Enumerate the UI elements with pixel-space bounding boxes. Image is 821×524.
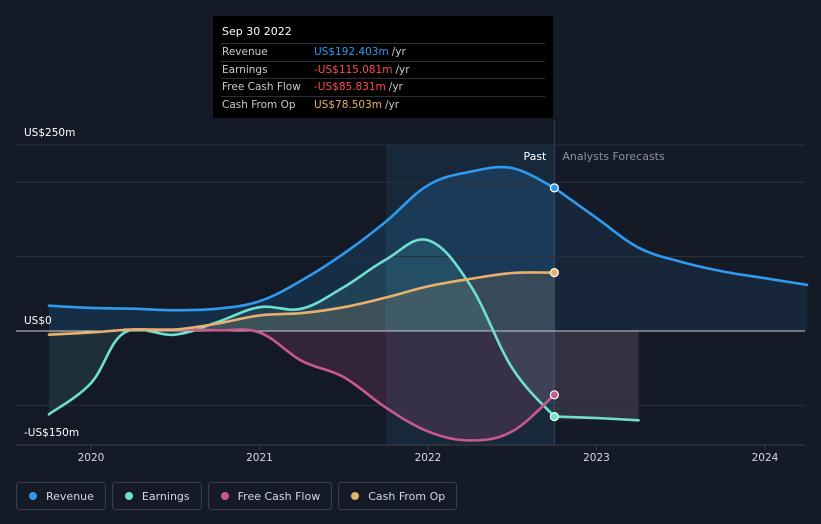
x-tick-label: 2023 [583, 452, 610, 464]
legend-label: Free Cash Flow [237, 489, 321, 503]
tooltip-label: Earnings [222, 63, 268, 76]
tooltip-unit: /yr [395, 63, 410, 76]
x-tick-label: 2022 [415, 452, 442, 464]
tooltip-value: US$78.503m [314, 98, 382, 111]
legend-label: Earnings [141, 489, 190, 503]
revenue-forecast-line [553, 186, 809, 287]
tooltip-row-cash-from-op: Cash From Op US$78.503m /yr [221, 95, 545, 114]
revenue-line [47, 165, 556, 312]
legend-item-cash-from-op[interactable]: Cash From Op [338, 482, 458, 510]
free-cash-flow-dot-icon [220, 492, 229, 500]
free-cash-flow-marker [549, 390, 559, 400]
past-label: Past [523, 150, 547, 163]
financial-chart: US$250m US$0 -US$150m 2020 2021 2022 2023 2024 P… [16, 120, 809, 464]
legend-label: Revenue [46, 489, 94, 503]
forecast-label: Analysts Forecasts [562, 150, 665, 163]
earnings-forecast-line [553, 415, 640, 422]
legend-label: Cash From Op [368, 489, 446, 503]
tooltip-value: -US$85.831m [314, 81, 386, 94]
earnings-marker [549, 412, 559, 422]
tooltip-row-earnings: Earnings -US$115.081m /yr [221, 60, 545, 79]
y-tick-label: -US$150m [24, 427, 79, 439]
revenue-marker [549, 183, 559, 193]
earnings-line [47, 238, 556, 418]
tooltip-row-free-cash-flow: Free Cash Flow -US$85.831m /yr [221, 78, 545, 96]
tooltip-value: -US$115.081m [314, 63, 393, 76]
tooltip-date: Sep 30 2022 [222, 25, 292, 38]
cash-from-op-line [47, 271, 556, 336]
cash-from-op-dot-icon [351, 492, 360, 500]
tooltip-label: Cash From Op [222, 98, 296, 111]
chart-legend: Revenue Earnings Free Cash Flow Cash Fro… [16, 482, 458, 512]
forecast-negative-band [554, 331, 639, 421]
tooltip-unit: /yr [388, 81, 403, 94]
chart-tooltip: Sep 30 2022 Revenue US$192.403m /yr Earn… [213, 16, 553, 118]
revenue-area [48, 167, 555, 331]
earnings-dot-icon [124, 492, 133, 500]
tooltip-unit: /yr [385, 98, 400, 111]
y-tick-label: US$250m [24, 127, 75, 139]
free-cash-flow-area [124, 329, 555, 441]
earnings-forecast-area [554, 331, 639, 421]
earnings-area [48, 239, 555, 417]
tooltip-label: Revenue [222, 46, 268, 59]
revenue-dot-icon [29, 492, 37, 500]
cash-from-op-marker [549, 267, 559, 278]
legend-item-free-cash-flow[interactable]: Free Cash Flow [207, 482, 333, 510]
tooltip-value: US$192.403m [314, 46, 389, 59]
revenue-forecast-area [554, 187, 808, 331]
tooltip-row-revenue: Revenue US$192.403m /yr [221, 43, 545, 61]
free-cash-flow-line [123, 328, 556, 442]
cash-from-op-area [48, 272, 555, 335]
legend-item-revenue[interactable]: Revenue [16, 482, 106, 510]
tooltip-label: Free Cash Flow [222, 81, 301, 94]
tooltip-unit: /yr [391, 46, 406, 59]
y-tick-label: US$0 [24, 315, 52, 327]
legend-item-earnings[interactable]: Earnings [111, 482, 202, 510]
x-tick-label: 2024 [752, 452, 779, 464]
x-tick-label: 2021 [246, 452, 273, 464]
x-tick-label: 2020 [78, 452, 105, 464]
